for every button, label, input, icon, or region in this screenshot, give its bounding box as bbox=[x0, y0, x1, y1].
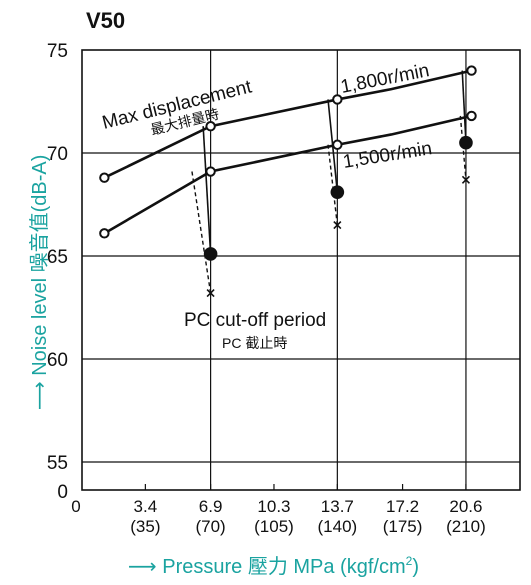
cutoff-dashed-lines bbox=[191, 115, 467, 294]
x-axis-arrow: ⟶ bbox=[128, 556, 162, 578]
x-tick-kgf-17.2: (175) bbox=[383, 517, 423, 536]
x-mark-stroke-b bbox=[333, 221, 342, 230]
cutoff-x-mark-1 bbox=[333, 221, 342, 230]
series-0-point-2 bbox=[332, 94, 343, 105]
y-tick-label-60: 60 bbox=[47, 350, 68, 371]
x-origin-label: 0 bbox=[71, 497, 80, 516]
y-tick-label-55: 55 bbox=[47, 453, 68, 474]
series-0-point-1 bbox=[205, 121, 216, 132]
x-tick-mpa-20.6: 20.6 bbox=[449, 497, 482, 516]
x-tick-kgf-3.4: (35) bbox=[130, 517, 160, 536]
x-tick-mpa-17.2: 17.2 bbox=[386, 497, 419, 516]
cutoff-solid-line-2 bbox=[461, 70, 467, 143]
x-tick-kgf-6.9: (70) bbox=[195, 517, 225, 536]
y-axis-title: ⟶ Noise level 噪音值(dB-A) bbox=[28, 155, 51, 410]
series-0-point-4 bbox=[466, 65, 477, 76]
y-tick-label-70: 70 bbox=[47, 144, 68, 165]
annotation-pc-cutoff: PC cut-off period bbox=[184, 310, 326, 331]
x-mark-stroke-b bbox=[461, 175, 471, 184]
x-tick-mpa-10.3: 10.3 bbox=[257, 497, 290, 516]
cutoff-point-1 bbox=[330, 185, 345, 199]
annotation-rpm-1500: 1,500r/min bbox=[341, 138, 433, 173]
x-axis-label-main: Pressure 壓力 MPa (kgf/cm bbox=[162, 555, 405, 578]
x-axis-title: ⟶ Pressure 壓力 MPa (kgf/cm2) bbox=[128, 554, 419, 578]
series-1-point-4 bbox=[466, 110, 477, 122]
x-tick-kgf-20.6: (210) bbox=[446, 517, 486, 536]
x-axis-label-sup: 2 bbox=[406, 554, 413, 568]
chart-title: V50 bbox=[86, 8, 125, 33]
x-tick-mpa-3.4: 3.4 bbox=[134, 497, 158, 516]
annotation-pc-cutoff-cn: PC 截止時 bbox=[222, 335, 287, 351]
annotation-rpm-1800: 1,800r/min bbox=[339, 60, 431, 98]
y-tick-label-65: 65 bbox=[47, 247, 68, 268]
x-tick-mpa-6.9: 6.9 bbox=[199, 497, 223, 516]
x-mark-stroke-b bbox=[206, 289, 215, 298]
svg-text:⟶ Noise level 噪音值(dB-A): ⟶ Noise level 噪音值(dB-A) bbox=[28, 155, 51, 410]
series-markers bbox=[99, 65, 477, 239]
cutoff-x-marks bbox=[206, 175, 471, 298]
cutoff-solid-line-0 bbox=[202, 126, 212, 254]
y-axis-arrow: ⟶ bbox=[29, 376, 51, 410]
cutoff-point-0 bbox=[203, 247, 218, 261]
cutoff-points bbox=[203, 135, 473, 261]
cutoff-dashed-line-0 bbox=[191, 171, 212, 294]
y-tick-label-75: 75 bbox=[47, 41, 68, 62]
x-tick-kgf-10.3: (105) bbox=[254, 517, 294, 536]
series-0-point-0 bbox=[99, 172, 110, 183]
y-axis-label: Noise level 噪音值(dB-A) bbox=[28, 155, 51, 376]
x-axis-label-close: ) bbox=[412, 556, 419, 578]
y-origin-label: 0 bbox=[57, 482, 68, 503]
cutoff-dashed-line-2 bbox=[459, 115, 467, 180]
series-1-point-2 bbox=[332, 139, 343, 150]
cutoff-x-mark-0 bbox=[206, 289, 215, 298]
cutoff-x-mark-2 bbox=[461, 175, 471, 184]
x-tick-mpa-13.7: 13.7 bbox=[321, 497, 354, 516]
x-tick-kgf-13.7: (140) bbox=[318, 517, 358, 536]
y-axis-ticks: 75 70 65 60 55 0 bbox=[47, 41, 68, 503]
series-1-point-1 bbox=[205, 166, 216, 177]
x-axis-ticks: 3.4(35) 6.9(70) 10.3(105) 13.7(140) 17.2(175… bbox=[71, 497, 486, 536]
cutoff-point-2 bbox=[459, 135, 473, 150]
plot-frame bbox=[81, 49, 521, 491]
series-1-point-0 bbox=[99, 228, 110, 239]
svg-text:⟶ Pressure 壓力 MPa (kgf/cm2): ⟶ Pressure 壓力 MPa (kgf/cm2) bbox=[128, 554, 419, 578]
